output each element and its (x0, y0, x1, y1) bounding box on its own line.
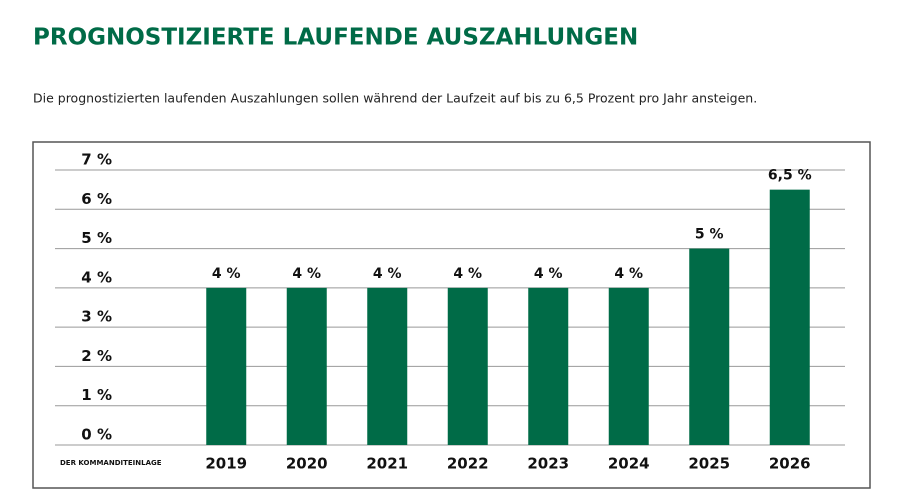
x-tick-label: 2026 (769, 455, 811, 473)
chart-subtitle: Die prognostizierten laufenden Auszahlun… (33, 91, 757, 106)
y-tick-label: 6 % (81, 190, 112, 208)
x-tick-label: 2020 (286, 455, 328, 473)
y-tick-label: 1 % (81, 386, 112, 404)
x-tick-label: 2025 (688, 455, 730, 473)
bar (528, 287, 569, 445)
x-tick-label: 2021 (366, 455, 408, 473)
bar (608, 287, 649, 445)
bar (206, 287, 247, 445)
y-tick-label: 2 % (81, 347, 112, 365)
value-label: 4 % (373, 266, 402, 282)
y-tick-label: 3 % (81, 308, 112, 326)
value-label: 5 % (695, 227, 724, 243)
y-tick-label: 0 % (81, 426, 112, 444)
chart-frame (32, 141, 871, 489)
value-label: 4 % (212, 266, 241, 282)
value-label: 4 % (614, 266, 643, 282)
bar (769, 189, 810, 445)
x-tick-label: 2024 (608, 455, 650, 473)
value-label: 4 % (292, 266, 321, 282)
bar (286, 287, 327, 445)
x-axis-label: DER KOMMANDITEINLAGE (60, 459, 162, 467)
y-tick-label: 4 % (81, 268, 112, 286)
value-label: 6,5 % (768, 168, 812, 184)
x-tick-label: 2022 (447, 455, 489, 473)
value-label: 4 % (534, 266, 563, 282)
chart-title: PROGNOSTIZIERTE LAUFENDE AUSZAHLUNGEN (33, 25, 638, 51)
x-tick-label: 2019 (205, 455, 247, 473)
value-label: 4 % (453, 266, 482, 282)
y-tick-label: 7 % (81, 151, 112, 169)
bar (447, 287, 488, 445)
y-tick-label: 5 % (81, 229, 112, 247)
bar (689, 248, 730, 445)
x-tick-label: 2023 (527, 455, 569, 473)
bar (367, 287, 408, 445)
